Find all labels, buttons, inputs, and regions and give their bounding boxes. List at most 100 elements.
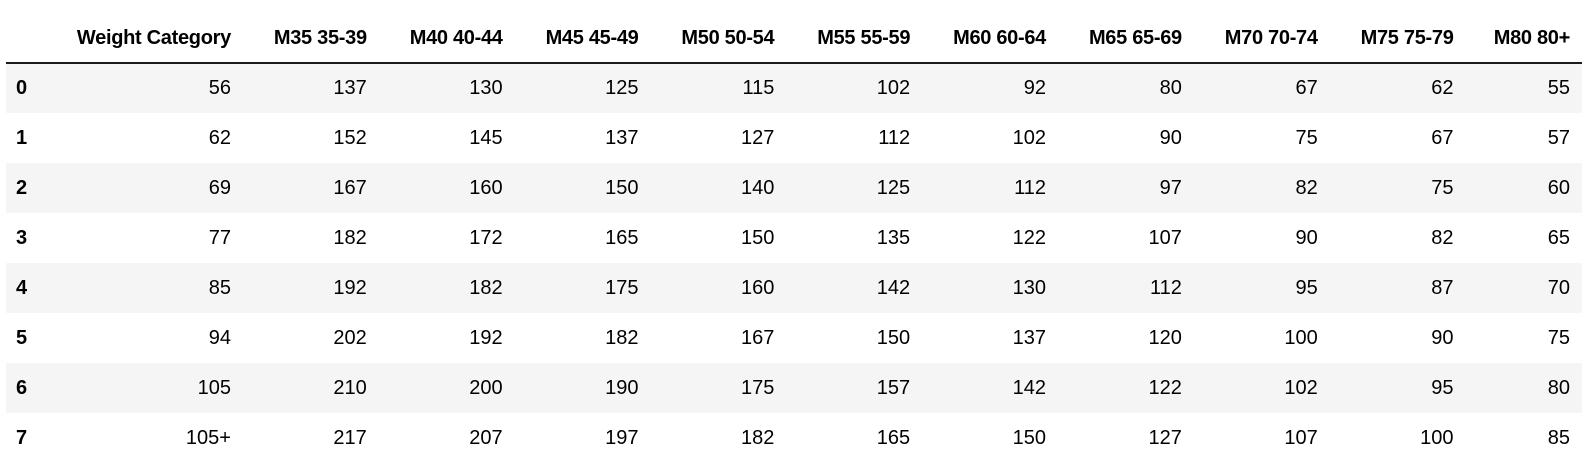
value-cell: 90	[1295, 226, 1318, 249]
column-header-weight-category: Weight Category	[50, 14, 243, 64]
table-row: 4 85 192 182 175 160 142 130 112 95 87 70	[6, 263, 1582, 313]
value-cell: 172	[469, 226, 503, 249]
weight-category-cell: 69	[208, 176, 231, 199]
value-cell: 197	[605, 426, 639, 449]
value-cell: 75	[1547, 326, 1570, 349]
row-index-label: 4	[16, 276, 28, 299]
value-cell: 90	[1159, 126, 1182, 149]
weight-category-cell: 105+	[185, 426, 231, 449]
table-row: 7 105+ 217 207 197 182 165 150 127 107 100 85	[6, 413, 1582, 463]
value-cell: 165	[876, 426, 911, 449]
value-cell: 140	[740, 176, 775, 199]
value-cell: 102	[876, 77, 911, 99]
table-row: 1 62 152 145 137 127 112 102 90 75 67 57	[6, 113, 1582, 163]
table-row: 0 56 137 130 125 115 102 92 80 67 62 55	[6, 63, 1582, 113]
column-header-m70: M70 70-74	[1193, 14, 1330, 64]
value-cell: 85	[1547, 426, 1570, 449]
value-cell: 192	[469, 326, 503, 349]
value-cell: 112	[1014, 176, 1047, 199]
weight-category-cell: 77	[208, 226, 231, 249]
value-cell: 57	[1547, 126, 1570, 149]
value-cell: 160	[469, 176, 503, 199]
value-cell: 127	[740, 126, 775, 149]
value-cell: 150	[740, 226, 775, 249]
value-cell: 82	[1431, 226, 1454, 249]
value-cell: 55	[1547, 77, 1570, 99]
value-cell: 157	[876, 376, 911, 399]
row-index-label: 1	[16, 126, 28, 149]
value-cell: 100	[1420, 426, 1454, 449]
value-cell: 95	[1431, 376, 1454, 399]
value-cell: 160	[740, 276, 775, 299]
dataframe-table: Weight Category M35 35-39 M40 40-44 M45 …	[6, 14, 1582, 463]
value-cell: 92	[1023, 77, 1047, 99]
value-cell: 135	[876, 226, 911, 249]
table-row: 6 105 210 200 190 175 157 142 122 102 95 80	[6, 363, 1582, 413]
value-cell: 130	[469, 77, 503, 99]
table-row: 2 69 167 160 150 140 125 112 97 82 75 60	[6, 163, 1582, 213]
weight-category-cell: 62	[208, 126, 231, 149]
value-cell: 210	[333, 376, 367, 399]
value-cell: 90	[1431, 326, 1454, 349]
value-cell: 127	[1148, 426, 1182, 449]
value-cell: 70	[1547, 276, 1570, 299]
value-cell: 75	[1295, 126, 1318, 149]
value-cell: 125	[605, 77, 639, 99]
value-cell: 112	[878, 126, 911, 149]
value-cell: 165	[605, 226, 639, 249]
value-cell: 102	[1012, 126, 1047, 149]
value-cell: 87	[1431, 276, 1454, 299]
value-cell: 137	[333, 77, 367, 99]
row-index-label: 6	[16, 376, 28, 399]
value-cell: 182	[605, 326, 639, 349]
index-header-cell	[6, 14, 51, 64]
column-header-m65: M65 65-69	[1058, 14, 1194, 64]
value-cell: 75	[1431, 176, 1454, 199]
value-cell: 150	[1012, 426, 1047, 449]
weight-category-cell: 105	[197, 376, 231, 399]
value-cell: 67	[1295, 77, 1318, 99]
value-cell: 120	[1148, 326, 1182, 349]
value-cell: 82	[1295, 176, 1318, 199]
value-cell: 142	[876, 276, 911, 299]
column-header-m55: M55 55-59	[786, 14, 923, 64]
table-header: Weight Category M35 35-39 M40 40-44 M45 …	[6, 14, 1582, 64]
value-cell: 182	[740, 426, 775, 449]
value-cell: 190	[605, 376, 639, 399]
table-row: 5 94 202 192 182 167 150 137 120 100 90 75	[6, 313, 1582, 363]
column-header-m75: M75 75-79	[1329, 14, 1466, 64]
row-index-label: 2	[16, 176, 28, 199]
value-cell: 202	[333, 326, 367, 349]
value-cell: 182	[333, 226, 367, 249]
value-cell: 80	[1547, 376, 1570, 399]
value-cell: 167	[333, 176, 367, 199]
column-header-m45: M45 45-49	[514, 14, 651, 64]
value-cell: 217	[333, 426, 367, 449]
weight-category-cell: 56	[208, 77, 231, 99]
column-header-m35: M35 35-39	[242, 14, 379, 64]
value-cell: 175	[605, 276, 639, 299]
row-index-label: 5	[16, 326, 28, 349]
value-cell: 152	[333, 126, 367, 149]
table-row: 3 77 182 172 165 150 135 122 107 90 82 65	[6, 213, 1582, 263]
value-cell: 60	[1547, 176, 1570, 199]
column-header-m50: M50 50-54	[650, 14, 787, 64]
value-cell: 182	[469, 276, 503, 299]
value-cell: 102	[1284, 376, 1318, 399]
column-header-m80: M80 80+	[1465, 14, 1582, 64]
value-cell: 167	[740, 326, 775, 349]
value-cell: 125	[876, 176, 911, 199]
value-cell: 80	[1159, 77, 1182, 99]
value-cell: 107	[1284, 426, 1318, 449]
column-header-m60: M60 60-64	[922, 14, 1059, 64]
value-cell: 112	[1149, 276, 1182, 299]
value-cell: 150	[605, 176, 639, 199]
value-cell: 137	[605, 126, 639, 149]
value-cell: 95	[1295, 276, 1318, 299]
value-cell: 67	[1431, 126, 1454, 149]
value-cell: 207	[469, 426, 503, 449]
value-cell: 150	[876, 326, 911, 349]
value-cell: 97	[1159, 176, 1182, 199]
row-index-label: 3	[16, 226, 28, 249]
value-cell: 115	[742, 77, 775, 99]
